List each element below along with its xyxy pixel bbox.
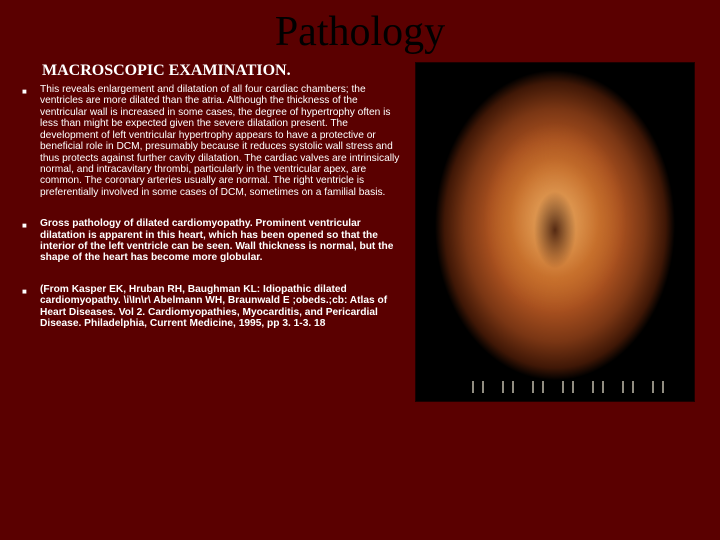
page-title: Pathology	[0, 0, 720, 62]
bullet-marker-icon: ■	[22, 84, 40, 198]
pathology-specimen-image	[415, 62, 695, 402]
list-item: ■ (From Kasper EK, Hruban RH, Baughman K…	[22, 284, 400, 330]
list-item: ■ Gross pathology of dilated cardiomyopa…	[22, 218, 400, 264]
bullet-marker-icon: ■	[22, 284, 40, 330]
content-area: MACROSCOPIC EXAMINATION. ■ This reveals …	[0, 62, 720, 402]
bullet-text: (From Kasper EK, Hruban RH, Baughman KL:…	[40, 284, 400, 330]
bullet-text: This reveals enlargement and dilatation …	[40, 84, 400, 198]
bullet-marker-icon: ■	[22, 218, 40, 264]
image-column	[412, 62, 698, 402]
section-subtitle: MACROSCOPIC EXAMINATION.	[42, 62, 400, 80]
text-column: MACROSCOPIC EXAMINATION. ■ This reveals …	[22, 62, 412, 402]
list-item: ■ This reveals enlargement and dilatatio…	[22, 84, 400, 198]
bullet-text: Gross pathology of dilated cardiomyopath…	[40, 218, 400, 264]
